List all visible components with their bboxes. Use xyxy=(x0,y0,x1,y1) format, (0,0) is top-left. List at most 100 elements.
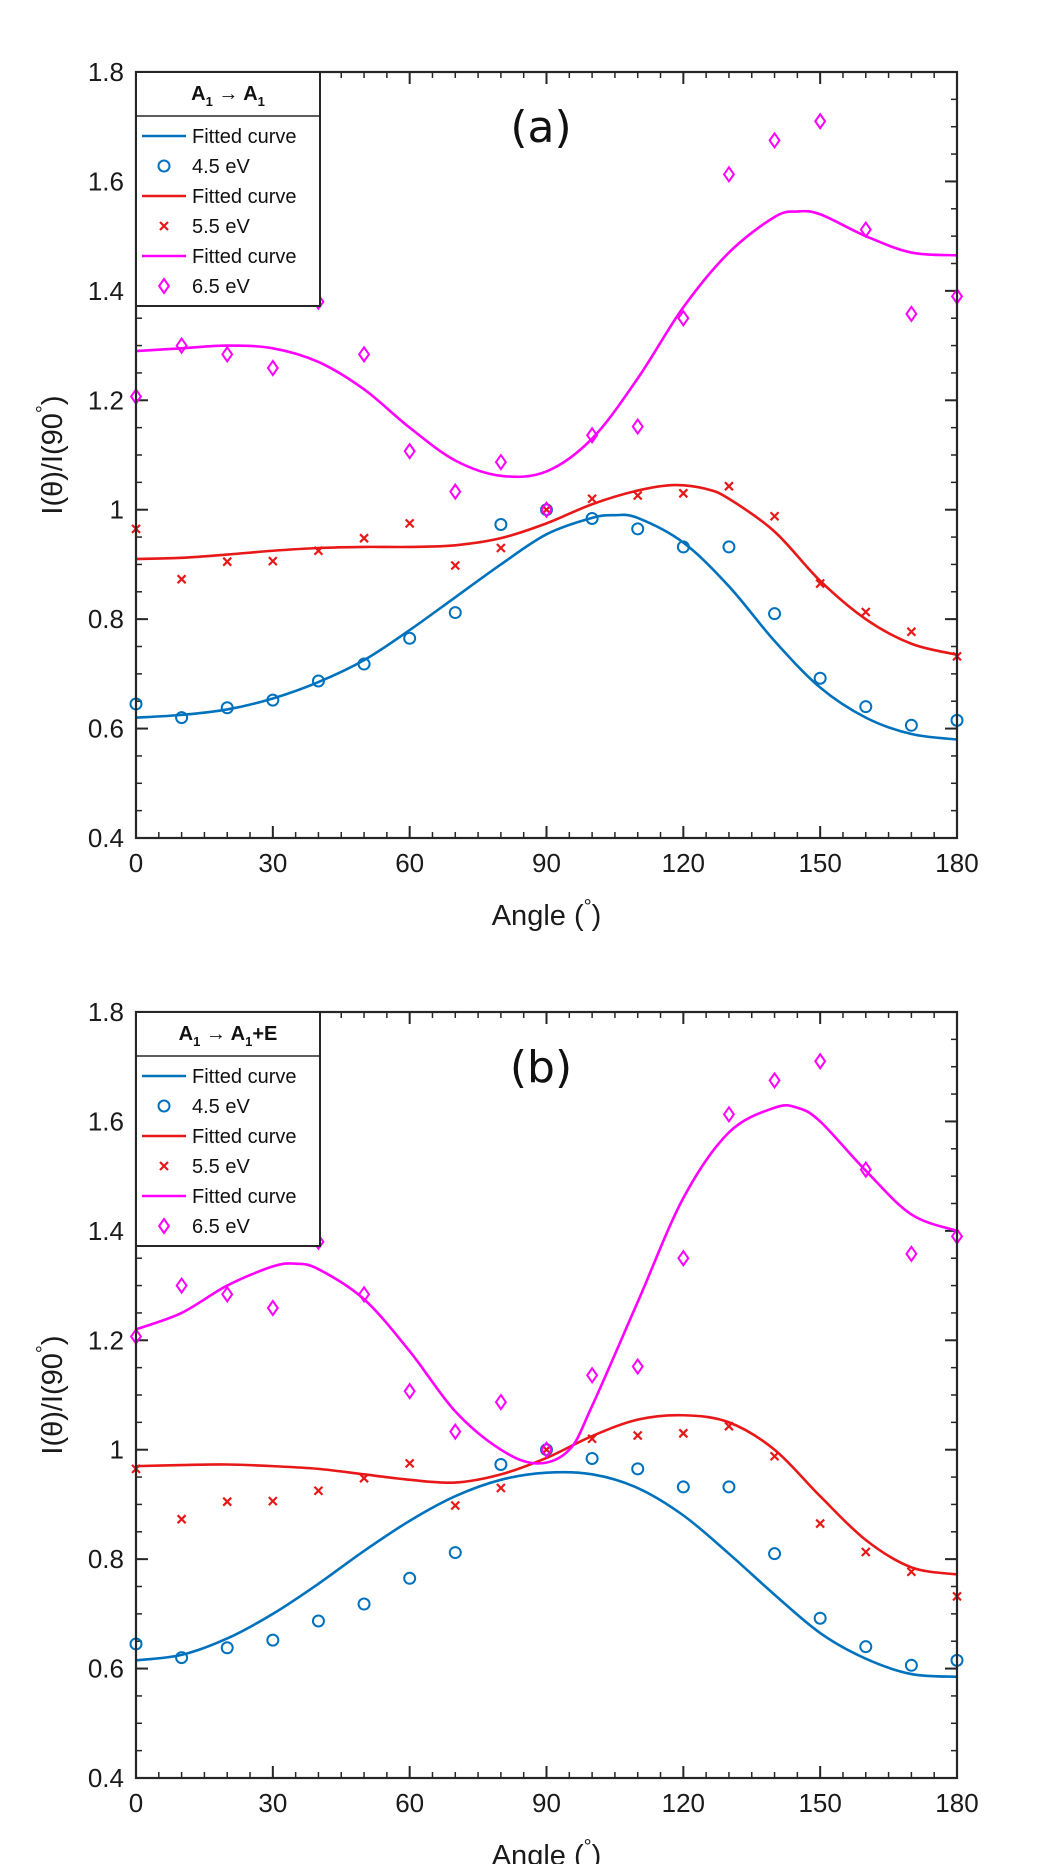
data-point-x xyxy=(268,556,278,566)
data-point-circle xyxy=(175,711,189,725)
plot-frame xyxy=(134,1010,959,1780)
y-tick-label: 0.8 xyxy=(88,604,124,634)
data-point-x xyxy=(496,543,506,553)
y-tick-label: 0.4 xyxy=(88,823,124,853)
data-point-circle xyxy=(768,1547,782,1561)
fitted-curve-line xyxy=(135,1470,958,1679)
legend-x-swatch xyxy=(159,221,169,231)
data-point-diamond xyxy=(403,1382,416,1400)
x-tick-label: 0 xyxy=(129,1788,143,1818)
data-point-diamond xyxy=(905,305,918,323)
legend-entry-label: 6.5 eV xyxy=(192,1216,250,1238)
data-point-diamond xyxy=(859,220,872,239)
data-point-diamond xyxy=(494,1393,508,1411)
data-point-circle xyxy=(448,606,462,620)
fitted-curve-line xyxy=(135,513,958,741)
data-point-x xyxy=(632,490,643,501)
y-tick-label: 0.8 xyxy=(88,1544,124,1574)
legend-entry-label: Fitted curve xyxy=(192,186,296,208)
x-tick-label: 120 xyxy=(662,848,705,878)
y-tick-label: 1.8 xyxy=(88,57,124,87)
series-1 xyxy=(129,503,964,732)
fitted-curve-line xyxy=(135,483,958,656)
data-point-x xyxy=(313,545,324,556)
data-point-circle xyxy=(631,1462,645,1476)
legend-entry-label: Fitted curve xyxy=(192,1126,296,1148)
fitted-curve-line xyxy=(135,1104,958,1465)
series-0 xyxy=(135,1470,958,1679)
series-3 xyxy=(131,481,962,662)
y-tick-label: 0.4 xyxy=(88,1763,124,1793)
data-point-x xyxy=(404,1458,415,1469)
data-point-diamond xyxy=(768,1071,781,1090)
data-point-diamond xyxy=(266,359,279,377)
data-point-x xyxy=(906,1566,917,1577)
data-point-circle xyxy=(722,1480,736,1494)
data-point-circle xyxy=(813,1611,827,1625)
legend-entry-label: 5.5 eV xyxy=(192,216,250,238)
data-point-x xyxy=(678,1428,689,1439)
x-tick-label: 30 xyxy=(258,848,287,878)
x-tick-label: 30 xyxy=(258,1788,287,1818)
data-point-diamond xyxy=(357,1285,371,1304)
legend-entry-label: 5.5 eV xyxy=(192,1156,250,1178)
x-tick-label: 90 xyxy=(532,848,561,878)
x-tick-label: 0 xyxy=(129,848,143,878)
data-point-x xyxy=(769,1451,780,1462)
legend-entry-label: Fitted curve xyxy=(192,246,296,268)
data-point-diamond xyxy=(175,336,188,355)
data-point-circle xyxy=(859,700,873,714)
y-tick-label: 0.6 xyxy=(88,1654,124,1684)
data-point-circle xyxy=(494,517,508,531)
y-tick-label: 1.6 xyxy=(88,1106,124,1136)
data-point-circle xyxy=(403,631,417,645)
data-point-diamond xyxy=(585,1366,599,1385)
data-point-diamond xyxy=(266,1299,279,1317)
data-point-diamond xyxy=(814,1052,827,1070)
y-tick-label: 0.6 xyxy=(88,714,124,744)
data-point-diamond xyxy=(540,500,553,519)
data-point-x xyxy=(176,1514,187,1524)
legend-entry-label: Fitted curve xyxy=(192,126,296,148)
data-point-diamond xyxy=(722,165,736,184)
data-point-x xyxy=(268,1496,278,1506)
legend-diamond-swatch xyxy=(157,1217,171,1235)
data-point-circle xyxy=(220,1641,234,1655)
data-point-x xyxy=(861,1547,871,1557)
data-point-circle xyxy=(220,701,234,715)
data-point-x xyxy=(222,556,232,567)
data-point-diamond xyxy=(494,453,508,471)
data-point-circle xyxy=(722,540,736,554)
x-tick-label: 90 xyxy=(532,1788,561,1818)
data-point-circle xyxy=(813,671,827,685)
x-tick-label: 180 xyxy=(935,1788,978,1818)
legend-box xyxy=(135,1011,321,1247)
data-point-x xyxy=(404,518,415,529)
y-axis-label: I(θ)/I(90°) xyxy=(33,395,69,514)
series-4 xyxy=(135,1104,958,1465)
series-0 xyxy=(135,513,958,741)
data-point-diamond xyxy=(403,442,416,460)
data-point-x xyxy=(815,578,825,589)
data-point-diamond xyxy=(859,1160,872,1179)
data-point-circle xyxy=(311,1614,325,1628)
data-point-circle xyxy=(904,1658,918,1672)
data-point-diamond xyxy=(677,309,690,327)
data-point-diamond xyxy=(905,1245,918,1263)
data-point-circle xyxy=(266,693,280,707)
x-tick-label: 150 xyxy=(798,848,841,878)
legend-entry-label: 4.5 eV xyxy=(192,156,250,178)
y-tick-label: 1.6 xyxy=(88,166,124,196)
x-tick-label: 150 xyxy=(798,1788,841,1818)
data-point-circle xyxy=(859,1640,873,1654)
data-point-circle xyxy=(904,718,918,732)
data-point-x xyxy=(587,493,597,504)
data-point-x xyxy=(769,511,780,522)
data-point-circle xyxy=(676,1480,690,1494)
x-tick-label: 60 xyxy=(395,848,424,878)
data-point-diamond xyxy=(631,417,644,436)
legend-circle-swatch xyxy=(157,1099,171,1113)
legend-circle-swatch xyxy=(157,159,171,173)
legend-title: A1 → A1 xyxy=(191,83,265,109)
